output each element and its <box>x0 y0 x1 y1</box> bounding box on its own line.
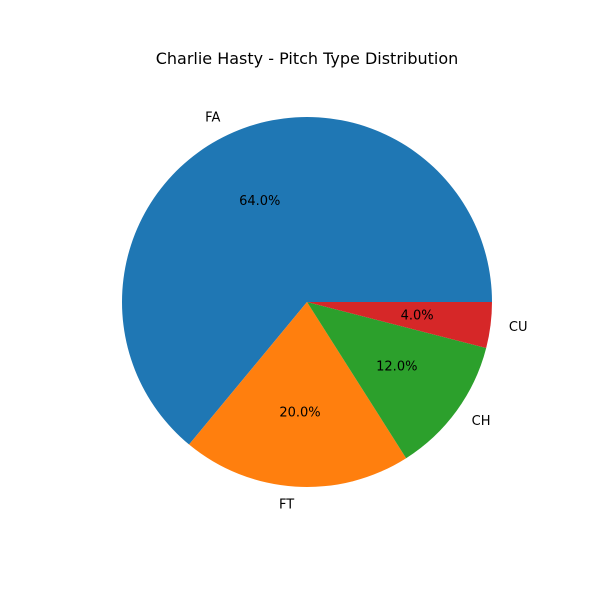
slice-label-cu: CU <box>509 320 528 335</box>
slice-label-ft: FT <box>279 498 294 513</box>
pie-slice-fa <box>122 117 493 445</box>
pie-slice-ch <box>307 302 487 459</box>
slice-percent-fa: 64.0% <box>239 194 280 209</box>
pie-slice-ft <box>189 302 407 487</box>
pie-slice-cu <box>307 302 492 349</box>
slice-percent-ft: 20.0% <box>279 405 320 420</box>
pie-slices <box>122 117 493 487</box>
chart-title: Charlie Hasty - Pitch Type Distribution <box>156 49 459 68</box>
slice-percent-cu: 4.0% <box>401 308 434 323</box>
slice-label-fa: FA <box>205 110 220 125</box>
slice-label-ch: CH <box>472 414 491 429</box>
pie-labels: FA 64.0% FT 20.0% CH 12.0% CU 4.0% <box>205 110 527 512</box>
slice-percent-ch: 12.0% <box>376 360 417 375</box>
